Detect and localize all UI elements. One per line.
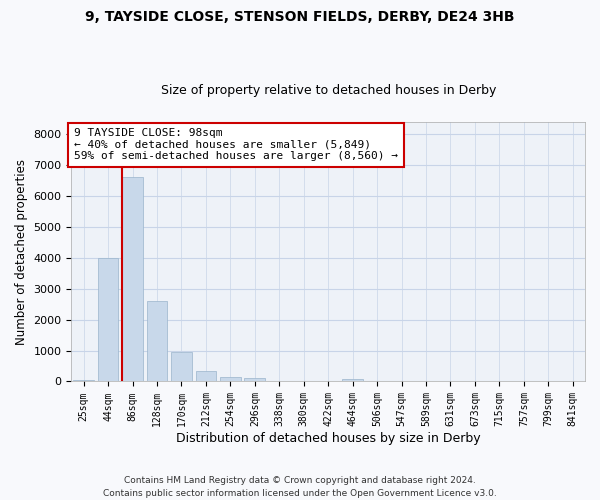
Title: Size of property relative to detached houses in Derby: Size of property relative to detached ho…: [161, 84, 496, 97]
Bar: [122, 178, 143, 382]
X-axis label: Distribution of detached houses by size in Derby: Distribution of detached houses by size …: [176, 432, 481, 445]
Text: 9 TAYSIDE CLOSE: 98sqm
← 40% of detached houses are smaller (5,849)
59% of semi-: 9 TAYSIDE CLOSE: 98sqm ← 40% of detached…: [74, 128, 398, 162]
Bar: [98, 258, 118, 382]
Text: Contains HM Land Registry data © Crown copyright and database right 2024.
Contai: Contains HM Land Registry data © Crown c…: [103, 476, 497, 498]
Bar: [244, 378, 265, 382]
Bar: [220, 377, 241, 382]
Bar: [342, 380, 363, 382]
Bar: [269, 380, 290, 382]
Bar: [146, 301, 167, 382]
Text: 9, TAYSIDE CLOSE, STENSON FIELDS, DERBY, DE24 3HB: 9, TAYSIDE CLOSE, STENSON FIELDS, DERBY,…: [85, 10, 515, 24]
Bar: [73, 380, 94, 382]
Bar: [196, 372, 217, 382]
Bar: [171, 352, 192, 382]
Y-axis label: Number of detached properties: Number of detached properties: [15, 158, 28, 344]
